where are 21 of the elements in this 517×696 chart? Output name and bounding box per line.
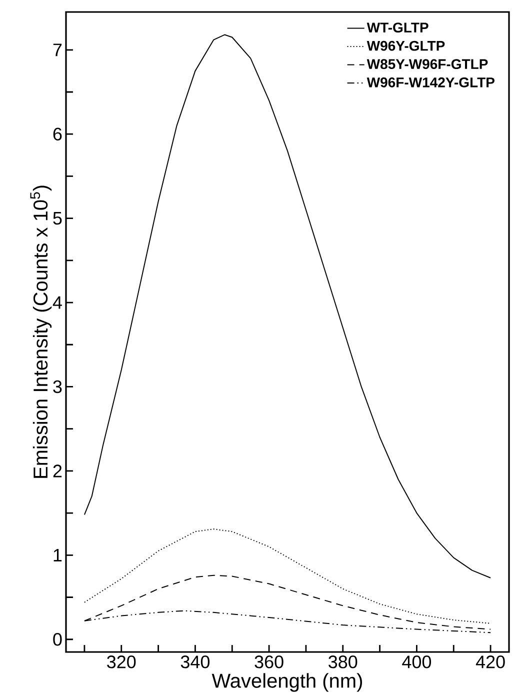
x-tick-label: 320 — [107, 656, 136, 668]
legend-label: W96F-W142Y-GLTP — [366, 77, 494, 88]
y-tick-label: 3 — [53, 380, 62, 394]
line-series — [84, 528, 492, 624]
y-tick-label: 6 — [53, 128, 62, 140]
x-tick-label: 420 — [476, 656, 505, 668]
y-tick-label: 2 — [53, 464, 62, 478]
y-tick-label: 5 — [53, 212, 62, 225]
x-tick-label: 400 — [402, 656, 432, 668]
y-axis-title: Emission Intensity (Counts x 10$^{5}$) — [30, 186, 52, 478]
x-axis-title: Wavelength (nm) — [212, 673, 362, 692]
y-tick-label: 4 — [52, 296, 62, 309]
legend-label: W85Y-W96F-GTLP — [366, 59, 488, 70]
x-tick-label: 360 — [254, 656, 284, 668]
y-tick-label: 1 — [54, 548, 62, 562]
y-tick-label: 7 — [53, 44, 62, 56]
x-tick-label: 340 — [180, 656, 210, 668]
legend-label: WT-GLTP — [366, 22, 428, 33]
legend-label: W96Y-GLTP — [366, 40, 445, 51]
y-tick-label: 0 — [53, 632, 62, 646]
x-tick-label: 380 — [328, 656, 358, 668]
